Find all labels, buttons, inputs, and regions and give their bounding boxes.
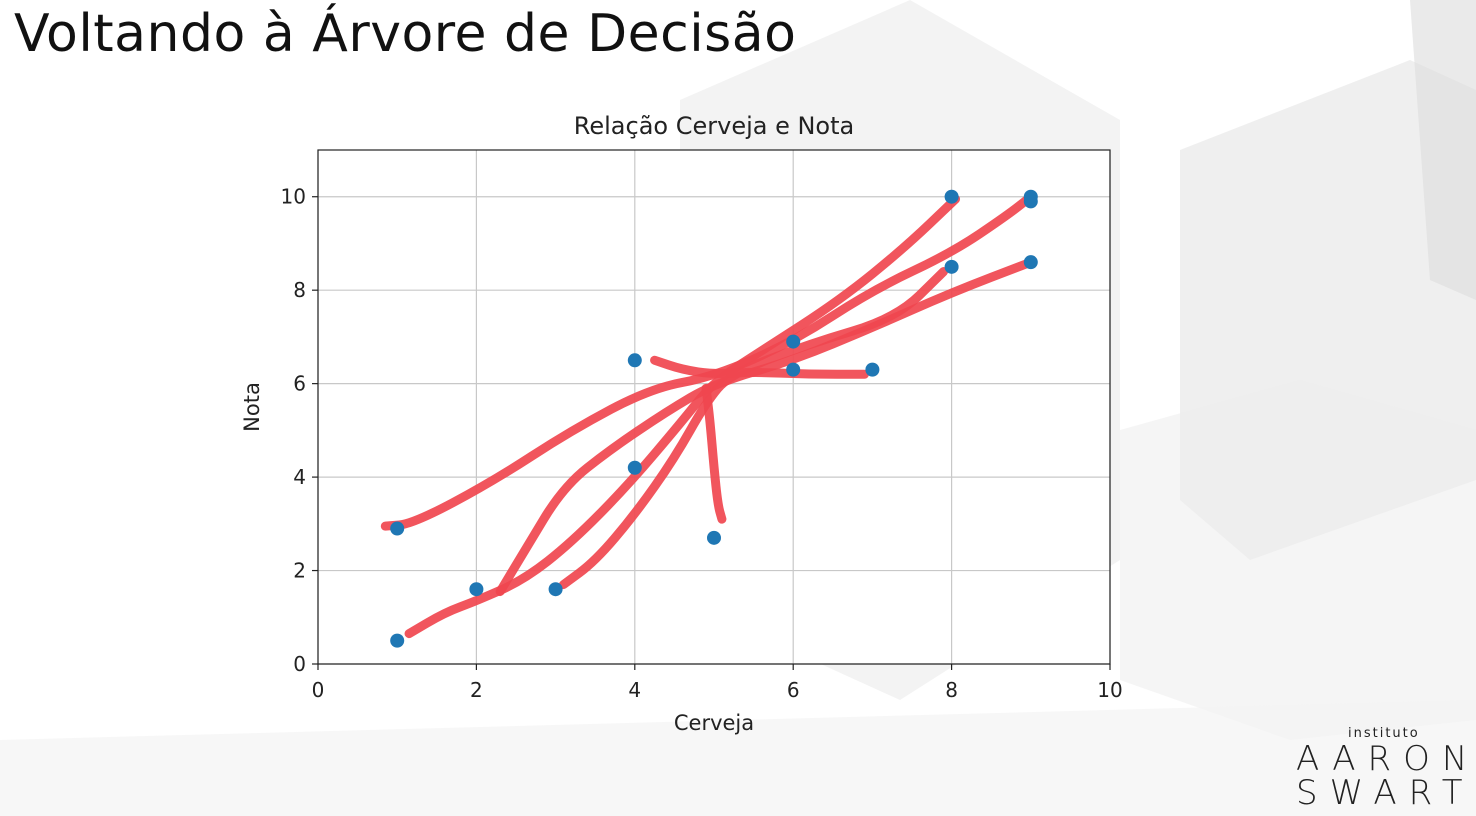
x-tick-label: 2 — [470, 678, 483, 702]
slide-title: Voltando à Árvore de Decisão — [14, 4, 797, 64]
y-axis-label: Nota — [240, 382, 264, 432]
instituto-aaron-swartz-logo: instituto AARON SWARTZ — [1296, 726, 1476, 816]
data-point — [390, 521, 405, 536]
x-tick-label: 0 — [312, 678, 325, 702]
annotation-stroke — [559, 266, 949, 590]
y-tick-label: 8 — [293, 278, 306, 302]
data-point — [786, 334, 801, 349]
data-point — [944, 189, 959, 204]
data-points — [390, 189, 1038, 648]
data-point — [390, 633, 405, 648]
data-point — [1023, 255, 1038, 270]
data-point — [1023, 189, 1038, 204]
logo-line-1: AARON — [1296, 739, 1476, 779]
data-point — [548, 582, 563, 597]
data-point — [786, 362, 801, 377]
logo-line-2: SWARTZ — [1296, 773, 1476, 813]
annotation-stroke — [701, 383, 727, 524]
x-axis-label: Cerveja — [674, 711, 754, 735]
y-tick-label: 4 — [293, 465, 306, 489]
x-tick-label: 4 — [628, 678, 641, 702]
x-tick-label: 8 — [945, 678, 958, 702]
data-point — [627, 353, 642, 368]
annotation-stroke — [380, 192, 1036, 531]
y-tick-label: 10 — [281, 185, 306, 209]
data-point — [469, 582, 484, 597]
y-tick-label: 6 — [293, 372, 306, 396]
x-tick-label: 6 — [787, 678, 800, 702]
data-point — [865, 362, 880, 377]
axis-ticks: 0 2 4 6 8 10 0 2 4 6 8 10 — [281, 185, 1123, 702]
data-point — [627, 460, 642, 475]
y-tick-label: 2 — [293, 559, 306, 583]
data-point — [707, 530, 721, 545]
chart-title: Relação Cerveja e Nota — [574, 112, 854, 140]
logo-small-text: instituto — [1348, 726, 1420, 741]
y-tick-label: 0 — [293, 652, 306, 676]
plot-frame — [317, 149, 1111, 665]
x-tick-label: 10 — [1097, 678, 1122, 702]
data-point — [944, 259, 959, 274]
